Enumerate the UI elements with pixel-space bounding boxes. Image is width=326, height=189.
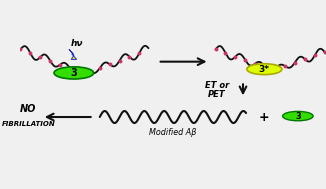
Text: 3*: 3* (259, 65, 270, 74)
Ellipse shape (54, 67, 94, 79)
Text: FIBRILLATION: FIBRILLATION (2, 121, 56, 127)
Text: ET or: ET or (205, 81, 229, 90)
Text: +: + (259, 111, 270, 124)
Ellipse shape (247, 64, 282, 75)
Text: hν: hν (71, 39, 83, 48)
Ellipse shape (283, 111, 313, 121)
Text: Modified Aβ: Modified Aβ (149, 128, 197, 136)
Text: 3: 3 (295, 112, 301, 121)
Text: 3: 3 (70, 68, 77, 78)
Polygon shape (69, 49, 77, 59)
Text: NO: NO (20, 104, 36, 114)
Text: PET: PET (208, 90, 226, 99)
